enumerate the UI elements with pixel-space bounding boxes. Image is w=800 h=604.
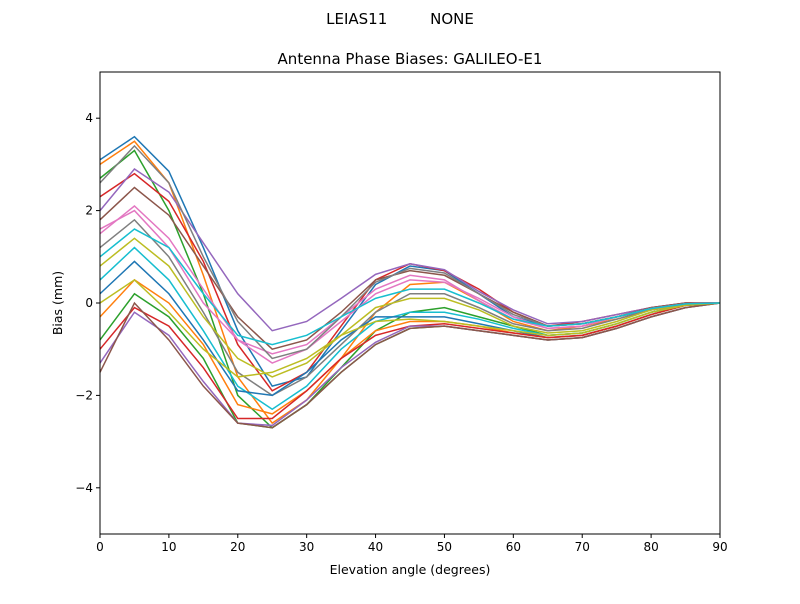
series-line bbox=[99, 218, 721, 397]
series-line bbox=[99, 228, 721, 346]
x-tick-label: 10 bbox=[161, 540, 176, 554]
x-tick-label: 40 bbox=[368, 540, 383, 554]
x-axis-label: Elevation angle (degrees) bbox=[330, 562, 491, 577]
axis-ticks: 0 10 20 30 40 50 60 70 80 90 −4 −2 0 2 4 bbox=[75, 111, 727, 554]
x-tick-label: 0 bbox=[96, 540, 104, 554]
y-tick-label: −2 bbox=[75, 388, 93, 402]
y-tick-label: 4 bbox=[85, 111, 93, 125]
x-tick-label: 90 bbox=[712, 540, 727, 554]
y-axis-label: Bias (mm) bbox=[50, 271, 65, 335]
x-tick-label: 30 bbox=[299, 540, 314, 554]
series-lines bbox=[99, 135, 721, 429]
x-tick-label: 80 bbox=[643, 540, 658, 554]
y-tick-label: 2 bbox=[85, 204, 93, 218]
series-line bbox=[99, 301, 721, 429]
x-tick-label: 70 bbox=[575, 540, 590, 554]
x-tick-label: 50 bbox=[437, 540, 452, 554]
series-line bbox=[99, 140, 721, 425]
x-tick-label: 20 bbox=[230, 540, 245, 554]
series-line bbox=[99, 237, 721, 378]
y-tick-label: 0 bbox=[85, 296, 93, 310]
series-line bbox=[99, 172, 720, 392]
chart-suptitle: LEIAS11 NONE bbox=[326, 10, 474, 28]
series-line bbox=[99, 278, 721, 378]
x-tick-label: 60 bbox=[506, 540, 521, 554]
series-line bbox=[99, 168, 720, 332]
chart-title: Antenna Phase Biases: GALILEO-E1 bbox=[278, 50, 543, 68]
series-line bbox=[99, 135, 721, 388]
y-tick-label: −4 bbox=[75, 481, 93, 495]
plot-frame bbox=[99, 71, 721, 535]
